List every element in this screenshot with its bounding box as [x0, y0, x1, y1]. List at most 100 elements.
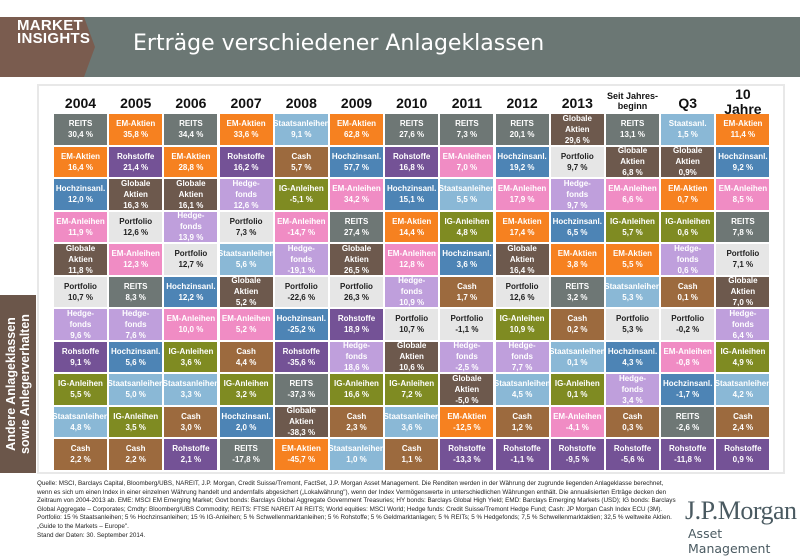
- cell-return-value: -38,3 %: [287, 428, 316, 437]
- cell-return-value: 9,1 %: [291, 130, 312, 140]
- cell-asset-label: Aktien: [675, 157, 700, 167]
- cell-asset-label: Portfolio: [395, 314, 429, 324]
- cell-asset-label: IG-Anleihen: [554, 379, 600, 389]
- cell-em-anleihen: EM-Anleihen -4,1 %: [550, 406, 604, 437]
- cell-em-anleihen: EM-Anleihen 7,0 %: [440, 146, 494, 177]
- cell-staatsanleihen: Staatsanleihen 1,0 %: [330, 439, 383, 470]
- cell-return-value: 28,8 %: [178, 162, 204, 172]
- cell-globale-aktien: Globale Aktien 16,3 %: [109, 179, 163, 210]
- cell-asset-label: Portfolio: [340, 281, 373, 291]
- cell-reits: REITS 30,4 %: [54, 114, 107, 145]
- cell-asset-label: EM-Anleihen: [497, 184, 547, 194]
- cell-return-value: 2,2 %: [125, 455, 146, 465]
- cell-hochzinsanl: Hochzinsanl. 5,6 %: [109, 341, 163, 372]
- cell-asset-label: Cash: [70, 444, 91, 454]
- cell-asset-label: Aktien: [620, 157, 645, 167]
- cell-asset-label: IG-Anleihen: [610, 216, 655, 226]
- cell-return-value: 26,3 %: [344, 292, 369, 302]
- cell-return-value: 3,6 %: [456, 260, 478, 270]
- cell-return-value: 5,5 %: [70, 390, 91, 400]
- cell-rohstoffe: Rohstoffe -11,8 %: [661, 439, 715, 470]
- cell-reits: REITS 7,3 %: [440, 114, 494, 145]
- cell-asset-label: fonds: [400, 287, 423, 297]
- cell-asset-label: Portfolio: [671, 314, 705, 324]
- cell-return-value: 12,6 %: [233, 200, 259, 210]
- cell-hedge-fonds: Hedge-fonds 9,6 %: [54, 309, 107, 340]
- cell-return-value: 3,0 %: [180, 422, 202, 432]
- cell-return-value: 12,0 %: [68, 195, 93, 205]
- cell-return-value: 34,2 %: [344, 195, 369, 205]
- cell-return-value: 0,9%: [678, 168, 697, 177]
- page-title: Erträge verschiedener Anlageklassen: [133, 31, 545, 56]
- cell-return-value: 9,6 %: [70, 330, 91, 340]
- cell-return-value: 9,2 %: [732, 162, 754, 172]
- cell-reits: REITS 7,8 %: [716, 211, 770, 242]
- cell-return-value: 12,6 %: [123, 227, 149, 237]
- market-insights-badge: [0, 17, 95, 77]
- cell-asset-label: EM-Anleihen: [332, 184, 381, 194]
- cell-staatsanleihen: Staatsanleihen 5,6 %: [219, 244, 273, 275]
- cell-asset-label: EM-Anleihen: [608, 184, 657, 194]
- cell-return-value: 3,5 %: [125, 422, 146, 432]
- cell-portfolio: Portfolio 12,6 %: [495, 276, 549, 307]
- cell-return-value: -1,1 %: [455, 325, 479, 335]
- cell-asset-label: EM-Aktien: [502, 216, 542, 226]
- cell-return-value: 4,9 %: [732, 357, 754, 367]
- cell-return-value: 30,4 %: [68, 130, 93, 140]
- cell-asset-label: Hochzinsanl.: [497, 151, 547, 161]
- cell-return-value: 12,2 %: [178, 292, 204, 302]
- cell-reits: REITS 8,3 %: [109, 276, 163, 307]
- cell-asset-label: Portfolio: [450, 314, 484, 324]
- cell-reits: REITS 27,4 %: [330, 211, 383, 242]
- cell-asset-label: Globale: [65, 244, 96, 253]
- cell-asset-label: Rohstoffe: [172, 444, 210, 454]
- cell-hedge-fonds: Hedge-fonds 10,9 %: [385, 276, 439, 307]
- cell-portfolio: Portfolio -1,1 %: [440, 309, 494, 340]
- cell-return-value: -2,6 %: [676, 422, 700, 432]
- cell-asset-label: Portfolio: [174, 249, 208, 259]
- cell-return-value: 5,5 %: [622, 260, 643, 270]
- cell-return-value: 5,7 %: [622, 227, 643, 237]
- cell-asset-label: Hochzinsanl.: [442, 249, 492, 259]
- cell-globale-aktien: Globale Aktien 11,8 %: [54, 244, 107, 275]
- cell-asset-label: Rohstoffe: [393, 151, 431, 161]
- cell-asset-label: IG-Anleihen: [168, 346, 214, 356]
- cell-return-value: 3,2 %: [235, 390, 257, 400]
- cell-asset-label: Aktien: [454, 384, 480, 394]
- cell-asset-label: Staatsanleihen: [550, 346, 604, 356]
- side-label-line-2: sowie Anlegerverhalten: [18, 314, 32, 454]
- cell-portfolio: Portfolio 10,7 %: [385, 309, 439, 340]
- footer-notes: Quelle: MSCI, Barclays Capital, Bloomber…: [37, 480, 677, 540]
- cell-return-value: -37,3 %: [287, 390, 316, 400]
- cell-return-value: 1,5 %: [677, 130, 698, 140]
- cell-asset-label: REITS: [731, 216, 755, 226]
- cell-hedge-fonds: Hedge-fonds 0,6 %: [661, 244, 715, 275]
- cell-rohstoffe: Rohstoffe 16,8 %: [385, 146, 439, 177]
- cell-return-value: 7,6 %: [125, 330, 146, 340]
- cell-em-aktien: EM-Aktien 3,8 %: [550, 244, 604, 275]
- cell-staatsanleihen: Staatsanleihen 3,6 %: [385, 406, 439, 437]
- cell-return-value: -22,6 %: [287, 292, 316, 302]
- cell-cash: Cash 0,1 %: [661, 276, 715, 307]
- cell-asset-label: EM-Aktien: [171, 151, 211, 161]
- cell-return-value: 17,4 %: [509, 227, 535, 237]
- cell-return-value: 3,6 %: [180, 357, 202, 367]
- cell-return-value: 16,8 %: [399, 162, 425, 172]
- cell-asset-label: EM-Anleihen: [442, 151, 492, 161]
- cell-asset-label: Staatsanleihen: [274, 119, 328, 129]
- cell-globale-aktien: Globale Aktien 7,0 %: [716, 276, 770, 307]
- cell-return-value: 5,6 %: [125, 357, 146, 367]
- cell-return-value: 6,6 %: [622, 195, 643, 205]
- cell-return-value: 13,9 %: [178, 233, 204, 242]
- cell-portfolio: Portfolio 7,1 %: [716, 244, 770, 275]
- cell-asset-label: Cash: [512, 411, 532, 421]
- cell-hedge-fonds: Hedge-fonds 18,6 %: [330, 341, 383, 372]
- cell-asset-label: Hochzinsanl.: [55, 184, 106, 194]
- column-header: 2007: [230, 95, 262, 111]
- cell-asset-label: fonds: [566, 189, 589, 199]
- cell-globale-aktien: Globale Aktien 5,2 %: [219, 276, 273, 307]
- column-header: 2012: [506, 95, 538, 111]
- cell-return-value: 7,0 %: [732, 298, 754, 307]
- cell-return-value: -0,8 %: [676, 357, 700, 367]
- cell-return-value: 5,3 %: [622, 325, 643, 335]
